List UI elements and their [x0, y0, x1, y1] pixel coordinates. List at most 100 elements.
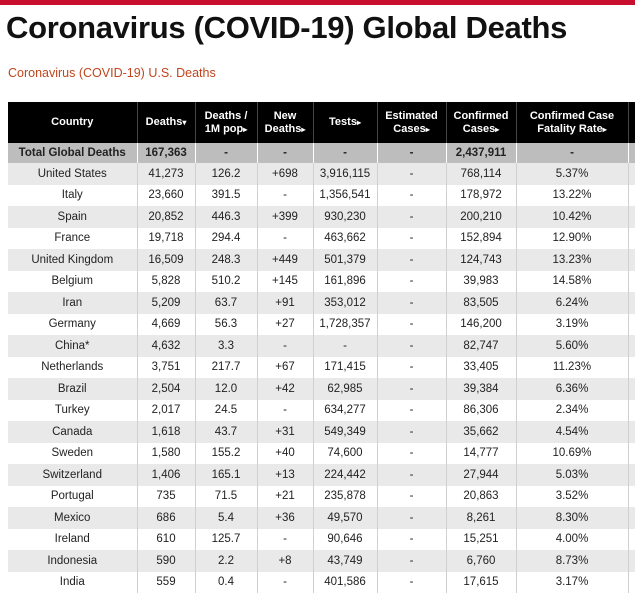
- cell-new-deaths: +8: [257, 550, 314, 572]
- cell-tests: 634,277: [313, 399, 378, 421]
- cell-deaths: 5,828: [137, 270, 196, 292]
- column-header-label: Confirmed: [453, 109, 509, 122]
- cell-deaths: 2,504: [137, 378, 196, 400]
- column-header-estimated-cases[interactable]: Estimated Cases▸: [377, 102, 447, 143]
- cell-extra: [628, 507, 635, 529]
- cell-tests: 1,728,357: [313, 313, 378, 335]
- cell-country: United States: [8, 163, 138, 185]
- cell-country: Spain: [8, 206, 138, 228]
- cell-confirmed-cases: 146,200: [446, 313, 517, 335]
- sort-arrow-icon[interactable]: ▸: [495, 124, 500, 134]
- cell-estimated-cases: -: [377, 378, 447, 400]
- cell-confirmed-cases: 33,405: [446, 356, 517, 378]
- column-header-deaths[interactable]: Deaths▾: [137, 102, 196, 143]
- table-row: Portugal 735 71.5 +21 235,878-20,863 3.52%: [8, 485, 635, 507]
- cell-deaths-per-1m: 248.3: [195, 249, 258, 271]
- cell-extra: [628, 485, 635, 507]
- column-header-new-deaths[interactable]: New Deaths▸: [257, 102, 314, 143]
- sort-arrow-icon[interactable]: ▸: [356, 118, 361, 127]
- global-deaths-table: Country Deaths▾ Deaths /1M pop▸ New Deaths▸ T…: [8, 102, 635, 593]
- cell-new-deaths: -: [257, 143, 314, 163]
- column-header-label: Estimated: [385, 109, 438, 122]
- sort-arrow-icon[interactable]: ▸: [602, 124, 607, 134]
- cell-deaths-per-1m: 391.5: [195, 184, 258, 206]
- sort-arrow-icon[interactable]: ▸: [425, 124, 430, 134]
- cell-country: Ireland: [8, 528, 138, 550]
- cell-deaths-per-1m: 5.4: [195, 507, 258, 529]
- table-row: Mexico 686 5.4 +36 49,570-8,261 8.30%: [8, 507, 635, 529]
- cell-fatality-rate: 3.17%: [516, 571, 629, 593]
- sort-arrow-icon[interactable]: ▾: [182, 118, 187, 127]
- cell-deaths-per-1m: 0.4: [195, 571, 258, 593]
- cell-estimated-cases: -: [377, 528, 447, 550]
- table-row: Switzerland 1,406 165.1 +13 224,442-27,944 5.…: [8, 464, 635, 486]
- cell-fatality-rate: 5.60%: [516, 335, 629, 357]
- cell-country: Portugal: [8, 485, 138, 507]
- column-header-tests[interactable]: Tests▸: [313, 102, 378, 143]
- cell-confirmed-cases: 8,261: [446, 507, 517, 529]
- cell-tests: 171,415: [313, 356, 378, 378]
- table-row: Netherlands 3,751 217.7 +67 171,415-33,405 11…: [8, 356, 635, 378]
- cell-confirmed-cases: 86,306: [446, 399, 517, 421]
- cell-confirmed-cases: 20,863: [446, 485, 517, 507]
- cell-fatality-rate: 12.90%: [516, 227, 629, 249]
- cell-fatality-rate: 3.19%: [516, 313, 629, 335]
- cell-tests: -: [313, 143, 378, 163]
- cell-fatality-rate: 10.69%: [516, 442, 629, 464]
- cell-new-deaths: -: [257, 528, 314, 550]
- table-row: Italy 23,660 391.5-1,356,541-178,972 13.22%: [8, 184, 635, 206]
- sort-arrow-icon[interactable]: ▸: [301, 124, 306, 134]
- cell-estimated-cases: -: [377, 249, 447, 271]
- cell-extra: [628, 143, 635, 163]
- cell-deaths: 19,718: [137, 227, 196, 249]
- column-header-label: Country: [51, 116, 94, 128]
- table-row: Sweden 1,580 155.2 +40 74,600-14,777 10.69%: [8, 442, 635, 464]
- cell-deaths: 4,632: [137, 335, 196, 357]
- column-header-label: New: [273, 109, 297, 122]
- cell-fatality-rate: 6.36%: [516, 378, 629, 400]
- cell-new-deaths: +13: [257, 464, 314, 486]
- cell-estimated-cases: -: [377, 442, 447, 464]
- sort-arrow-icon[interactable]: ▸: [243, 124, 248, 134]
- top-accent-bar: [0, 0, 635, 5]
- column-header-label: Cases: [462, 122, 496, 135]
- cell-new-deaths: +91: [257, 292, 314, 314]
- cell-deaths: 23,660: [137, 184, 196, 206]
- cell-tests: 930,230: [313, 206, 378, 228]
- column-header-deaths-per-1m[interactable]: Deaths /1M pop▸: [195, 102, 258, 143]
- cell-estimated-cases: -: [377, 270, 447, 292]
- cell-deaths-per-1m: 446.3: [195, 206, 258, 228]
- cell-tests: 74,600: [313, 442, 378, 464]
- cell-estimated-cases: -: [377, 313, 447, 335]
- cell-deaths: 1,580: [137, 442, 196, 464]
- cell-deaths-per-1m: -: [195, 143, 258, 163]
- cell-extra: [628, 292, 635, 314]
- cell-fatality-rate: 5.37%: [516, 163, 629, 185]
- column-header-label: Tests: [329, 116, 357, 128]
- column-header-fatality-rate[interactable]: Confirmed Case Fatality Rate▸: [516, 102, 629, 143]
- cell-deaths: 1,406: [137, 464, 196, 486]
- cell-confirmed-cases: 15,251: [446, 528, 517, 550]
- us-deaths-link[interactable]: Coronavirus (COVID-19) U.S. Deaths: [8, 66, 216, 80]
- cell-country: Brazil: [8, 378, 138, 400]
- cell-extra: [628, 249, 635, 271]
- cell-confirmed-cases: 82,747: [446, 335, 517, 357]
- column-header-label: Deaths /: [204, 109, 248, 122]
- cell-fatality-rate: 4.54%: [516, 421, 629, 443]
- table-row: France 19,718 294.4-463,662-152,894 12.90%: [8, 227, 635, 249]
- cell-deaths-per-1m: 510.2: [195, 270, 258, 292]
- column-header-label: Cases: [393, 122, 426, 135]
- cell-estimated-cases: -: [377, 421, 447, 443]
- cell-confirmed-cases: 14,777: [446, 442, 517, 464]
- table-row: Spain 20,852 446.3 +399 930,230-200,210 10.42…: [8, 206, 635, 228]
- cell-new-deaths: +399: [257, 206, 314, 228]
- cell-tests: 43,749: [313, 550, 378, 572]
- cell-confirmed-cases: 17,615: [446, 571, 517, 593]
- cell-new-deaths: -: [257, 227, 314, 249]
- cell-estimated-cases: -: [377, 184, 447, 206]
- column-header-confirmed-cases[interactable]: Confirmed Cases▸: [446, 102, 517, 143]
- cell-country: Turkey: [8, 399, 138, 421]
- cell-tests: 463,662: [313, 227, 378, 249]
- cell-deaths-per-1m: 12.0: [195, 378, 258, 400]
- cell-tests: 3,916,115: [313, 163, 378, 185]
